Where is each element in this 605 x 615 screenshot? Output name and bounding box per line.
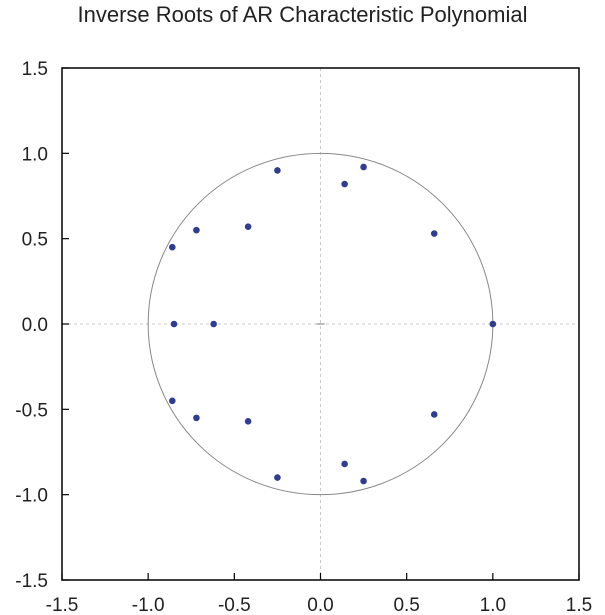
root-point (360, 163, 367, 171)
root-point (341, 460, 348, 468)
x-tick-label: -1.0 (132, 595, 165, 615)
root-point (489, 320, 497, 328)
root-point (170, 320, 178, 328)
root-point (274, 167, 281, 174)
x-tick-label: 0.5 (393, 595, 419, 615)
root-point (168, 243, 176, 251)
root-point (274, 474, 281, 481)
root-point (193, 226, 200, 234)
root-point (244, 417, 252, 425)
y-tick-label: 0.0 (22, 315, 48, 336)
chart-title: Inverse Roots of AR Characteristic Polyn… (77, 2, 528, 27)
root-point (430, 411, 438, 418)
y-tick-label: -1.0 (15, 486, 48, 507)
root-point (210, 320, 217, 328)
x-tick-label: 1.5 (566, 595, 592, 615)
y-tick-label: 0.5 (22, 230, 48, 251)
x-tick-label: 1.0 (480, 595, 506, 615)
x-tick-label: -1.5 (46, 595, 79, 615)
root-point (341, 180, 348, 188)
root-point (193, 414, 200, 422)
root-point (168, 397, 176, 405)
root-point (360, 477, 367, 485)
x-tick-label: -0.5 (218, 595, 251, 615)
y-tick-label: 1.0 (22, 144, 48, 165)
y-tick-label: -0.5 (15, 400, 48, 421)
y-tick-label: 1.5 (22, 59, 48, 80)
root-point (430, 230, 438, 237)
root-point (244, 223, 252, 231)
y-tick-label: -1.5 (15, 571, 48, 592)
x-tick-label: 0.0 (307, 595, 333, 615)
